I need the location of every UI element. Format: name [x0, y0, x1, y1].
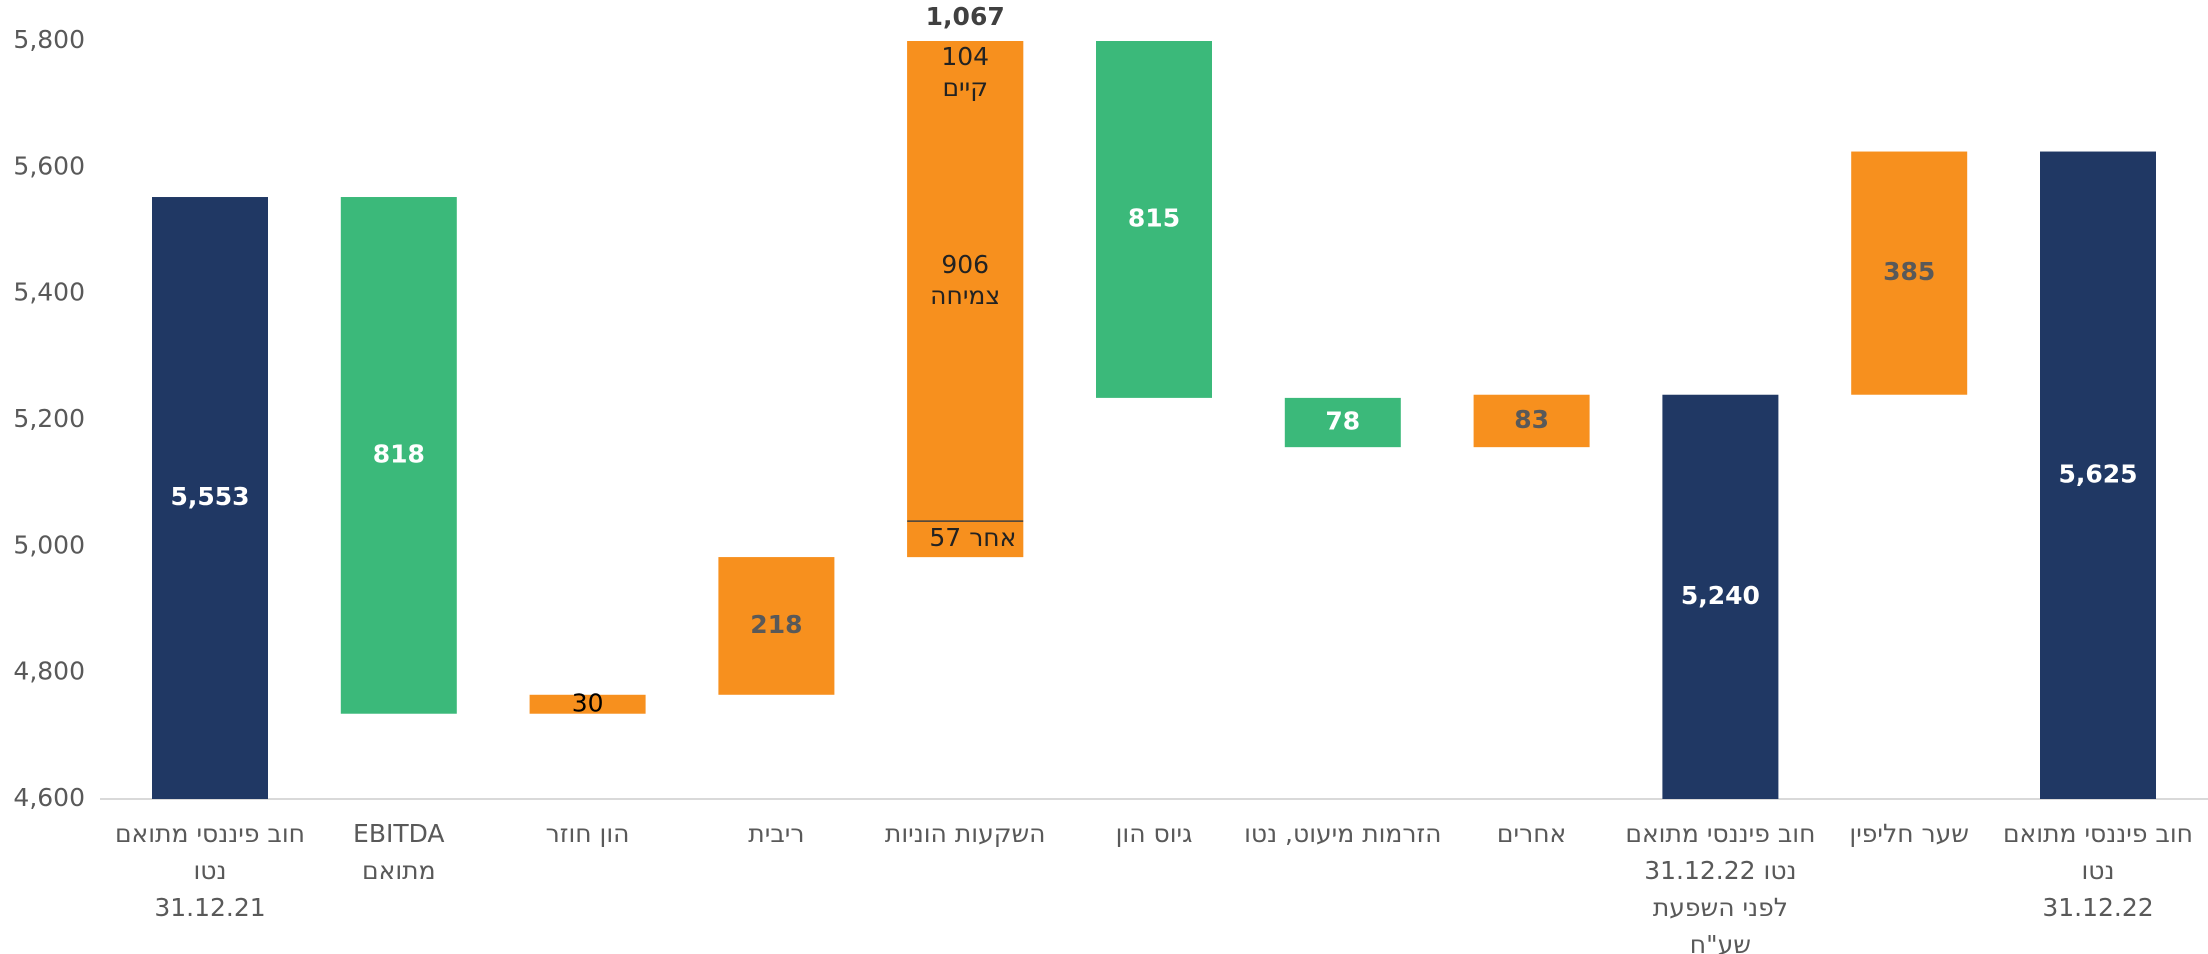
segment-value: 906: [941, 250, 989, 279]
bar: [340, 197, 457, 714]
segment-name: אחר: [969, 523, 1016, 552]
segment-value: 57: [929, 523, 961, 552]
y-tick-label: 5,600: [13, 151, 85, 180]
bar: [718, 557, 835, 695]
bar: [529, 694, 646, 714]
bar: [1851, 151, 1968, 395]
x-tick-label: חוב פיננסי מתואם נטו 31.12.22 לפני השפעת שע…: [1625, 819, 1815, 954]
segment: [907, 521, 1024, 558]
value-label: 218: [750, 610, 802, 639]
x-tick-label: השקעות הוניות: [885, 819, 1046, 848]
value-label: 815: [1128, 203, 1180, 232]
x-tick-label: EBITDA מתואם: [353, 819, 445, 885]
x-tick-label: ריבית: [748, 819, 804, 848]
value-label: 1,067: [926, 2, 1005, 31]
value-label: 818: [373, 439, 425, 468]
value-label: 78: [1325, 407, 1360, 436]
y-tick-label: 5,000: [13, 530, 85, 559]
x-tick-label: שער חליפין: [1849, 819, 1969, 848]
bar: [1096, 41, 1212, 398]
value-label: 5,553: [170, 482, 249, 511]
x-tick-label: הזרמות מיעוט, נטו: [1244, 819, 1441, 848]
value-label: 5,625: [2058, 459, 2137, 488]
value-label: 30: [572, 688, 604, 717]
segment-value: 104: [941, 42, 989, 71]
y-tick-label: 5,800: [13, 25, 85, 54]
segment-name: צמיחה: [930, 281, 1000, 310]
value-label: 5,240: [1681, 581, 1760, 610]
bars: [152, 41, 2156, 799]
y-tick-label: 4,600: [13, 783, 85, 812]
y-tick-label: 5,200: [13, 404, 85, 433]
segment-name: קיים: [942, 73, 988, 102]
x-tick-label: אחרים: [1497, 819, 1566, 848]
bar: [1473, 394, 1590, 448]
x-tick-label: גיוס הון: [1116, 819, 1193, 848]
bar: [2040, 151, 2156, 799]
bar: [1284, 397, 1401, 448]
bar: [1662, 394, 1779, 799]
value-label: 83: [1514, 405, 1549, 434]
x-tick-label: חוב פיננסי מתואם נטו 31.12.22: [2003, 819, 2193, 922]
segment: [907, 41, 1024, 522]
x-tick-label: חוב פיננסי מתואם נטו 31.12.21: [115, 819, 305, 922]
x-tick-label: הון חוזר: [546, 819, 630, 848]
y-tick-label: 5,400: [13, 278, 85, 307]
bar: [152, 197, 268, 799]
y-tick-label: 4,800: [13, 657, 85, 686]
value-label: 385: [1883, 257, 1935, 286]
